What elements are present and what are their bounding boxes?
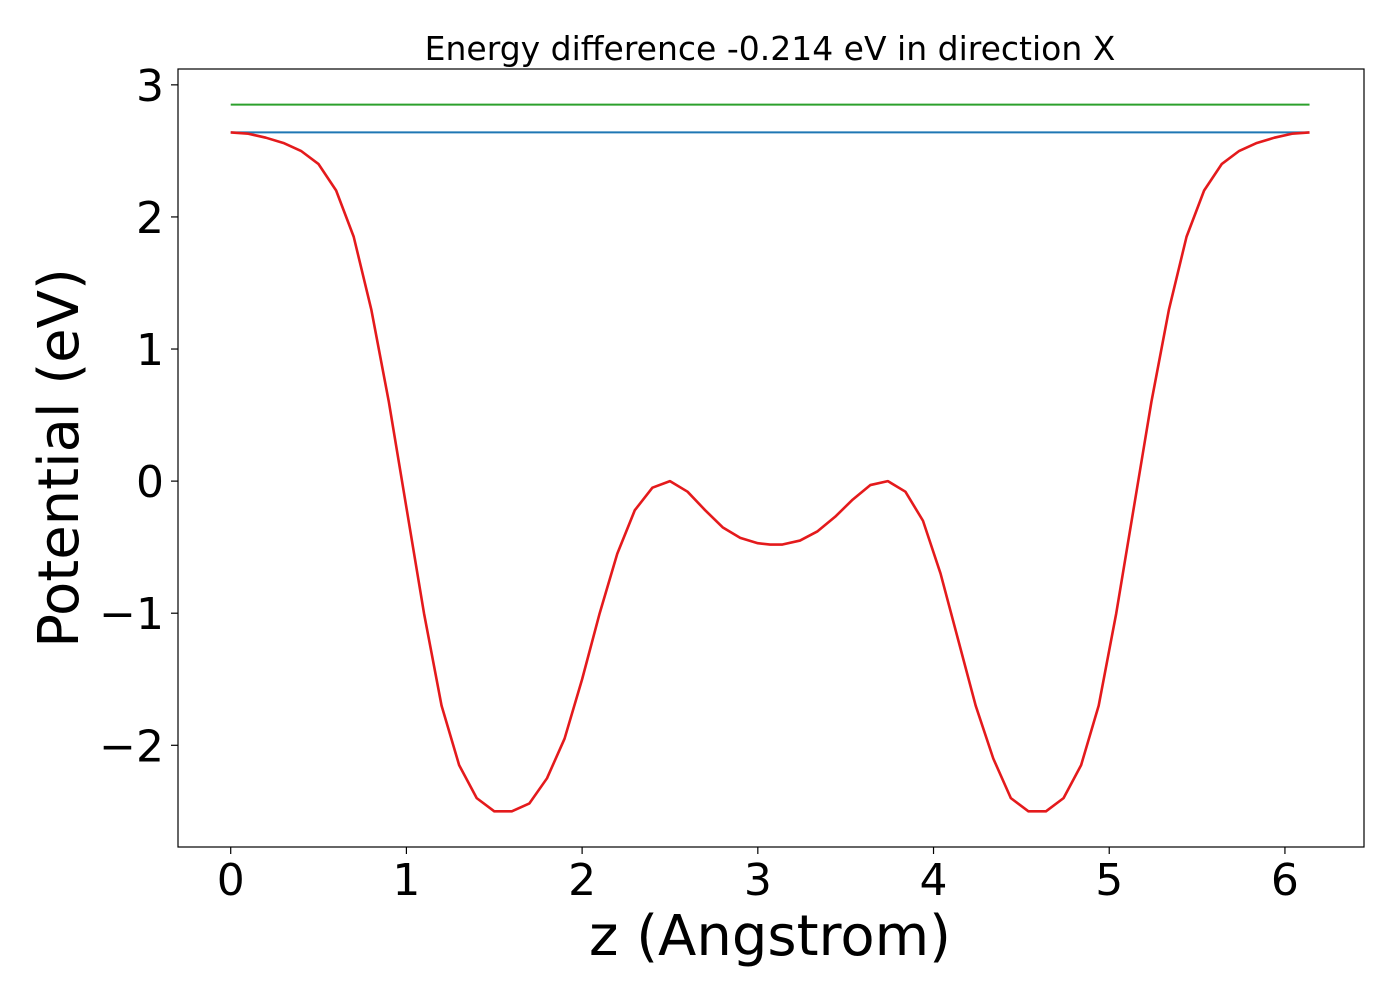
chart-title: Energy difference -0.214 eV in direction… <box>425 29 1116 68</box>
y-tick-label: −1 <box>99 589 164 640</box>
plot-frame <box>177 68 1365 848</box>
x-tick-label: 5 <box>1095 855 1123 906</box>
x-axis-label: z (Angstrom) <box>589 904 951 969</box>
y-tick-label: 0 <box>136 457 164 508</box>
y-tick-label: 2 <box>136 193 164 244</box>
y-axis-ticks: −2 −1 0 1 2 3 <box>99 61 178 772</box>
y-tick-label: 1 <box>136 325 164 376</box>
x-tick-label: 4 <box>920 855 948 906</box>
x-axis-ticks: 0 1 2 3 4 5 6 <box>217 847 1299 906</box>
y-axis-label: Potential (eV) <box>27 268 92 648</box>
y-tick-label: −2 <box>99 721 164 772</box>
x-tick-label: 0 <box>217 855 245 906</box>
plot-lines <box>230 103 1310 813</box>
x-tick-label: 3 <box>744 855 772 906</box>
y-tick-label: 3 <box>136 61 164 112</box>
series-line-3 <box>230 131 1310 813</box>
x-tick-label: 6 <box>1271 855 1299 906</box>
x-tick-label: 1 <box>392 855 420 906</box>
x-tick-label: 2 <box>568 855 596 906</box>
